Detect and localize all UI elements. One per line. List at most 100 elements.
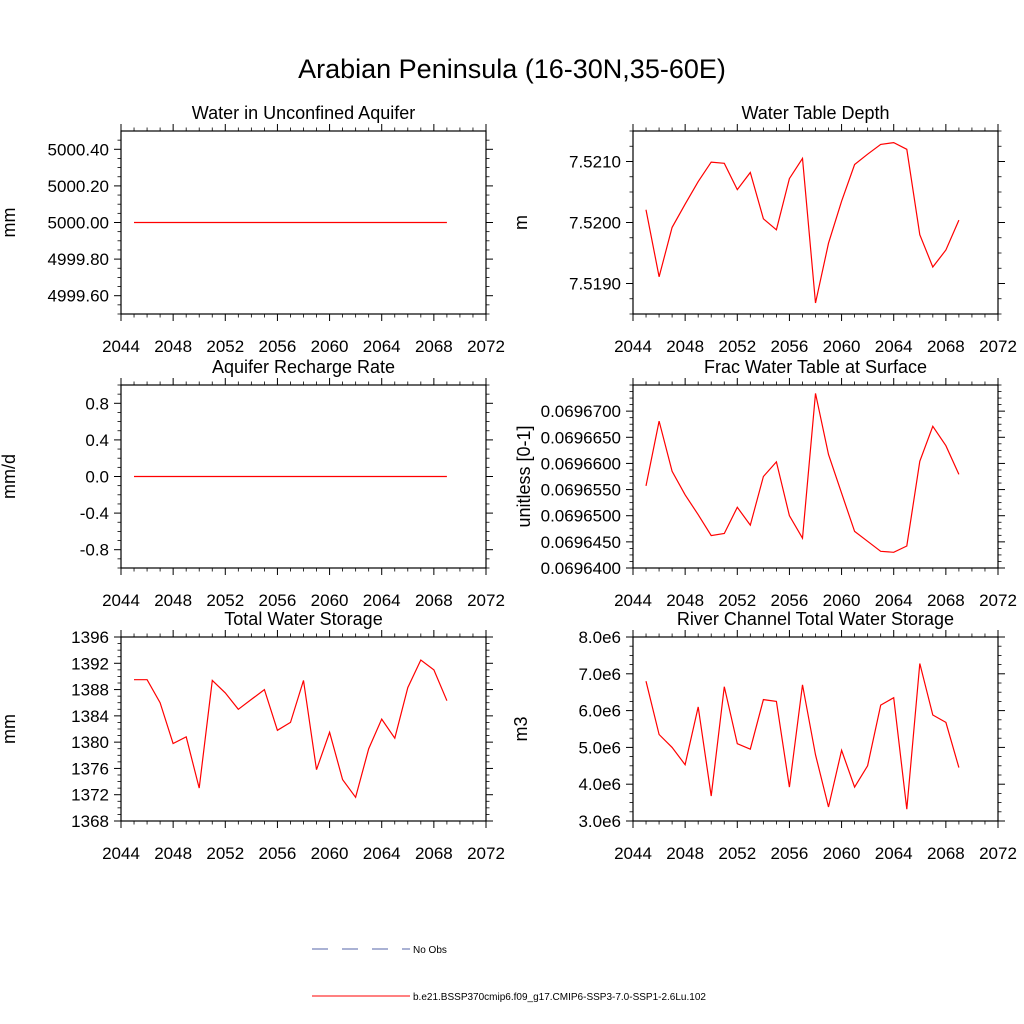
x-tick-label: 2052 [206, 337, 244, 356]
x-tick-label: 2052 [206, 844, 244, 863]
y-axis-label: mm [0, 208, 19, 238]
x-tick-label: 2060 [311, 591, 349, 610]
x-tick-label: 2060 [823, 844, 861, 863]
x-tick-label: 2048 [154, 591, 192, 610]
y-tick-label: 0.0696650 [541, 428, 621, 447]
y-tick-label: 0.4 [85, 431, 109, 450]
y-tick-label: 0.0696600 [541, 454, 621, 473]
y-tick-label: 1396 [71, 628, 109, 647]
x-tick-label: 2044 [102, 844, 140, 863]
y-tick-label: 7.5190 [569, 275, 621, 294]
y-tick-label: 0.0696550 [541, 481, 621, 500]
y-tick-label: 1372 [71, 786, 109, 805]
x-tick-label: 2052 [718, 591, 756, 610]
x-tick-label: 2068 [927, 337, 965, 356]
y-axis-label: mm [0, 714, 19, 744]
x-tick-label: 2056 [771, 591, 809, 610]
x-tick-label: 2060 [823, 337, 861, 356]
y-tick-label: 0.0 [85, 468, 109, 487]
x-tick-label: 2068 [927, 844, 965, 863]
y-tick-label: 3.0e6 [578, 812, 621, 831]
y-axis-label: unitless [0-1] [514, 425, 534, 527]
x-tick-label: 2060 [311, 337, 349, 356]
series-line [134, 659, 448, 799]
y-tick-label: 5000.00 [48, 214, 109, 233]
chart-panel-5: Total Water Storage 2044 2048 2052 2056 2060 2… [0, 609, 505, 863]
plot-frame [632, 636, 999, 822]
x-tick-label: 2060 [823, 591, 861, 610]
x-tick-label: 2072 [467, 844, 505, 863]
y-tick-label: 0.0696400 [541, 559, 621, 578]
x-tick-label: 2060 [311, 844, 349, 863]
x-tick-label: 2064 [363, 844, 401, 863]
x-tick-label: 2048 [154, 844, 192, 863]
plot-frame [632, 384, 999, 569]
x-tick-label: 2048 [154, 337, 192, 356]
y-tick-label: 7.5210 [569, 153, 621, 172]
x-tick-label: 2064 [363, 337, 401, 356]
x-tick-label: 2052 [718, 844, 756, 863]
legend-label: No Obs [413, 945, 447, 956]
legend: No Obs b.e21.BSSP370cmip6.f09_g17.CMIP6-S… [312, 945, 706, 1003]
x-tick-label: 2056 [771, 337, 809, 356]
x-tick-label: 2044 [102, 591, 140, 610]
x-tick-label: 2064 [875, 591, 913, 610]
panel-title: Total Water Storage [224, 609, 382, 629]
plot-frame [120, 636, 487, 822]
y-tick-label: 5000.40 [48, 140, 109, 159]
figure-title: Arabian Peninsula (16-30N,35-60E) [298, 54, 726, 84]
x-tick-label: 2072 [467, 591, 505, 610]
x-tick-label: 2044 [614, 591, 652, 610]
series-line [645, 663, 960, 810]
chart-panel-4: Frac Water Table at Surface 2044 2048 2052 2… [514, 357, 1017, 610]
y-tick-label: 6.0e6 [578, 702, 621, 721]
x-tick-label: 2072 [979, 844, 1017, 863]
y-tick-label: 1380 [71, 733, 109, 752]
y-tick-label: -0.8 [80, 541, 109, 560]
y-tick-label: 4.0e6 [578, 775, 621, 794]
y-tick-label: 0.0696500 [541, 507, 621, 526]
x-tick-label: 2056 [771, 844, 809, 863]
x-tick-label: 2068 [415, 844, 453, 863]
chart-panel-6: River Channel Total Water Storage 2044 204… [511, 609, 1017, 863]
x-tick-label: 2072 [467, 337, 505, 356]
plot-frame [632, 130, 999, 315]
y-tick-label: 1384 [71, 707, 109, 726]
y-tick-label: 8.0e6 [578, 628, 621, 647]
y-tick-label: 7.5200 [569, 214, 621, 233]
x-tick-label: 2056 [259, 844, 297, 863]
x-tick-label: 2044 [102, 337, 140, 356]
chart-panel-3: Aquifer Recharge Rate 2044 2048 2052 2056 206… [0, 357, 505, 610]
x-tick-label: 2052 [718, 337, 756, 356]
y-tick-label: 5000.20 [48, 177, 109, 196]
y-tick-label: 1388 [71, 681, 109, 700]
y-tick-label: 1376 [71, 759, 109, 778]
y-axis-label: m [511, 215, 531, 230]
x-tick-label: 2068 [927, 591, 965, 610]
x-tick-label: 2064 [363, 591, 401, 610]
y-tick-label: 5.0e6 [578, 738, 621, 757]
x-tick-label: 2044 [614, 844, 652, 863]
x-tick-label: 2072 [979, 591, 1017, 610]
y-tick-label: 7.0e6 [578, 665, 621, 684]
x-tick-label: 2056 [259, 337, 297, 356]
y-tick-label: 1368 [71, 812, 109, 831]
y-tick-label: 0.8 [85, 394, 109, 413]
panel-title: Frac Water Table at Surface [704, 357, 927, 377]
x-tick-label: 2052 [206, 591, 244, 610]
y-tick-label: 4999.60 [48, 287, 109, 306]
chart-panel-1: Water in Unconfined Aquifer 2044 2048 2052 2… [0, 103, 505, 356]
x-tick-label: 2068 [415, 337, 453, 356]
x-tick-label: 2072 [979, 337, 1017, 356]
y-tick-label: 1392 [71, 654, 109, 673]
x-tick-label: 2044 [614, 337, 652, 356]
x-tick-label: 2048 [666, 591, 704, 610]
series-line [645, 141, 960, 304]
y-axis-label: m3 [511, 716, 531, 741]
panel-title: Water in Unconfined Aquifer [192, 103, 415, 123]
y-tick-label: -0.4 [80, 504, 109, 523]
panel-title: River Channel Total Water Storage [677, 609, 954, 629]
x-tick-label: 2064 [875, 844, 913, 863]
chart-panel-2: Water Table Depth 2044 2048 2052 2056 2060 206… [511, 103, 1017, 356]
